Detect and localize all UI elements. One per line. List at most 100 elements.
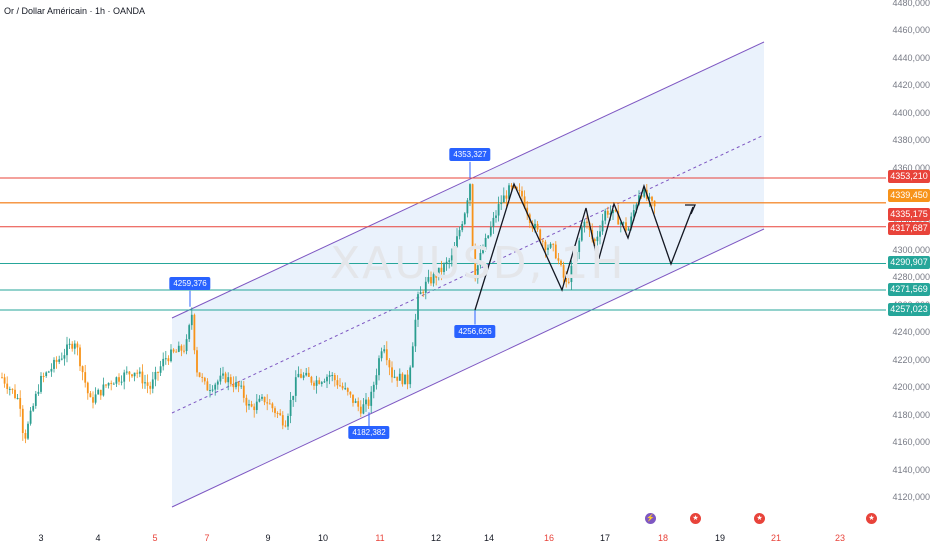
candle-body (6, 383, 9, 390)
candle-body (625, 222, 627, 231)
candle-body (502, 195, 505, 203)
candle-body (411, 346, 414, 368)
candle-body (596, 236, 599, 242)
candle-body (383, 349, 386, 352)
candle-body (300, 373, 302, 378)
candle-body (606, 210, 609, 215)
candle-body (463, 213, 466, 225)
y-tick-label: 4200,000 (892, 382, 930, 393)
candle-body (123, 372, 126, 382)
candle-body (349, 391, 352, 395)
candle-body (261, 396, 263, 399)
candle-body (622, 222, 625, 224)
candle-body (437, 267, 440, 278)
candle-body (521, 190, 523, 197)
candle-body (97, 389, 100, 395)
candle-body (58, 359, 61, 362)
candle-body (601, 220, 604, 232)
candle-body (258, 398, 261, 402)
candle-body (396, 376, 399, 381)
candle-body (653, 200, 656, 207)
candle-body (604, 210, 607, 221)
x-tick-label: 23 (834, 533, 846, 543)
price-level-tag: 4317,687 (888, 221, 930, 235)
candle-body (612, 209, 614, 214)
x-tick-label: 12 (430, 533, 442, 543)
us-flag-icon[interactable]: ★ (866, 513, 877, 524)
candle-body (583, 221, 586, 228)
candle-body (419, 292, 422, 295)
candle-body (305, 372, 308, 376)
candle-body (222, 373, 224, 376)
bolt-icon[interactable]: ⚡ (645, 513, 656, 524)
candle-body (177, 345, 180, 352)
y-tick-label: 4460,000 (892, 25, 930, 36)
us-flag-icon[interactable]: ★ (690, 513, 701, 524)
candle-body (60, 358, 63, 360)
candle-body (552, 243, 555, 245)
candle-body (651, 196, 653, 201)
candle-body (406, 374, 409, 385)
candle-body (320, 382, 323, 384)
candle-body (131, 374, 133, 377)
candle-body (643, 189, 646, 197)
candle-body (424, 281, 427, 293)
candle-body (554, 244, 557, 259)
candle-body (73, 343, 76, 349)
horizontal-levels (0, 177, 886, 311)
candle-body (328, 375, 331, 377)
candle-body (370, 391, 373, 406)
candle-body (76, 343, 79, 348)
candle-body (149, 385, 152, 389)
candle-body (16, 397, 19, 399)
candle-body (263, 396, 266, 403)
channel-midline (171, 134, 765, 414)
candle-body (14, 389, 16, 398)
candle-body (159, 366, 162, 373)
candle-body (1, 377, 3, 379)
candle-body (354, 401, 357, 403)
candle-body (105, 384, 107, 386)
candle-body (461, 224, 464, 231)
candle-body (375, 375, 378, 385)
candle-body (315, 380, 318, 386)
candle-body (365, 399, 367, 405)
candle-body (45, 372, 48, 376)
us-flag-icon[interactable]: ★ (754, 513, 765, 524)
candle-body (32, 405, 35, 411)
candle-body (357, 401, 360, 407)
candle-body (565, 277, 568, 282)
candle-body (393, 376, 396, 378)
candle-body (279, 413, 282, 416)
candle-body (487, 235, 490, 238)
candle-body (515, 187, 518, 190)
candle-body (440, 267, 443, 273)
candle-body (19, 397, 22, 409)
candle-body (227, 377, 230, 383)
candle-body (417, 294, 419, 320)
candle-body (323, 381, 326, 383)
candle-body (372, 384, 375, 392)
candle-body (79, 347, 81, 367)
x-tick-label: 5 (152, 533, 158, 543)
x-tick-label: 21 (770, 533, 782, 543)
candle-body (505, 195, 508, 199)
candle-body (526, 207, 529, 215)
candle-body (11, 388, 14, 390)
candle-body (427, 277, 430, 282)
candle-body (560, 260, 562, 266)
candle-body (492, 217, 495, 227)
x-tick-label: 9 (265, 533, 271, 543)
candle-body (125, 371, 128, 373)
candle-body (120, 381, 123, 383)
candle-body (268, 403, 271, 405)
y-tick-label: 4440,000 (892, 52, 930, 63)
candle-body (3, 377, 6, 384)
candle-body (183, 350, 185, 352)
candle-body (489, 226, 492, 236)
candle-body (456, 236, 458, 247)
candle-body (614, 209, 617, 212)
candle-body (458, 230, 461, 237)
y-tick-label: 4380,000 (892, 135, 930, 146)
